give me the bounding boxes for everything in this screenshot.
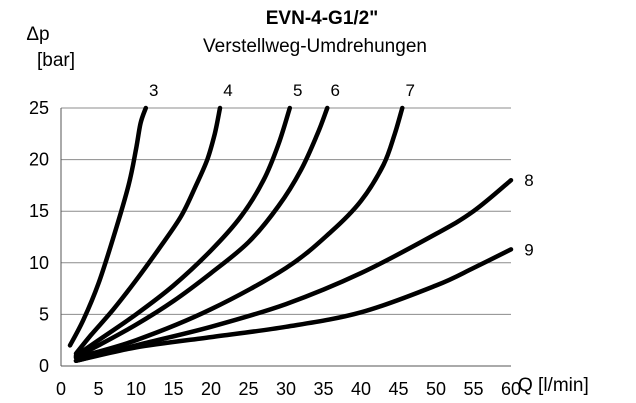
y-tick-label: 15	[29, 201, 49, 221]
x-tick-label: 25	[238, 379, 258, 399]
y-tick-label: 5	[39, 304, 49, 324]
x-tick-label: 55	[463, 379, 483, 399]
x-tick-label: 0	[56, 379, 66, 399]
curve-7	[73, 105, 405, 360]
chart-title: EVN-4-G1/2"	[266, 8, 379, 29]
x-tick-label: 30	[276, 379, 296, 399]
y-axis-label-symbol: Δp	[26, 24, 49, 45]
x-tick-label: 60	[501, 379, 521, 399]
y-axis-label-unit: [bar]	[37, 50, 75, 71]
y-tick-label: 0	[39, 356, 49, 376]
curve-label-6: 6	[331, 81, 340, 100]
curve-5	[73, 105, 293, 358]
curve-label-3: 3	[149, 81, 158, 100]
y-tick-label: 25	[29, 98, 49, 118]
x-tick-label: 10	[126, 379, 146, 399]
curve-3	[67, 105, 149, 348]
x-tick-label: 45	[388, 379, 408, 399]
x-axis-label: Q [l/min]	[518, 375, 589, 396]
x-tick-label: 40	[351, 379, 371, 399]
chart-subtitle: Verstellweg-Umdrehungen	[203, 36, 427, 57]
curve-label-4: 4	[223, 81, 232, 100]
x-tick-label: 50	[426, 379, 446, 399]
series-layer	[67, 105, 514, 364]
curve-label-7: 7	[406, 81, 415, 100]
series-labels: 3 4 5 6 7 8 9	[149, 81, 534, 259]
curve-label-5: 5	[293, 81, 302, 100]
x-tick-label: 35	[313, 379, 333, 399]
tick-labels: 0 5 10 15 20 25 0 5 10 15 20 25 30 35 40 45 50 55 60	[29, 98, 521, 399]
axis-layer	[60, 108, 511, 367]
curve-4	[73, 105, 223, 356]
curve-label-8: 8	[524, 171, 533, 190]
curve-8	[73, 177, 514, 364]
curve-6	[73, 105, 330, 359]
curve-label-9: 9	[524, 240, 533, 259]
x-tick-label: 5	[93, 379, 103, 399]
y-tick-label: 10	[29, 253, 49, 273]
x-tick-label: 20	[201, 379, 221, 399]
x-tick-label: 15	[163, 379, 183, 399]
curve-9	[73, 247, 514, 364]
y-tick-label: 20	[29, 150, 49, 170]
